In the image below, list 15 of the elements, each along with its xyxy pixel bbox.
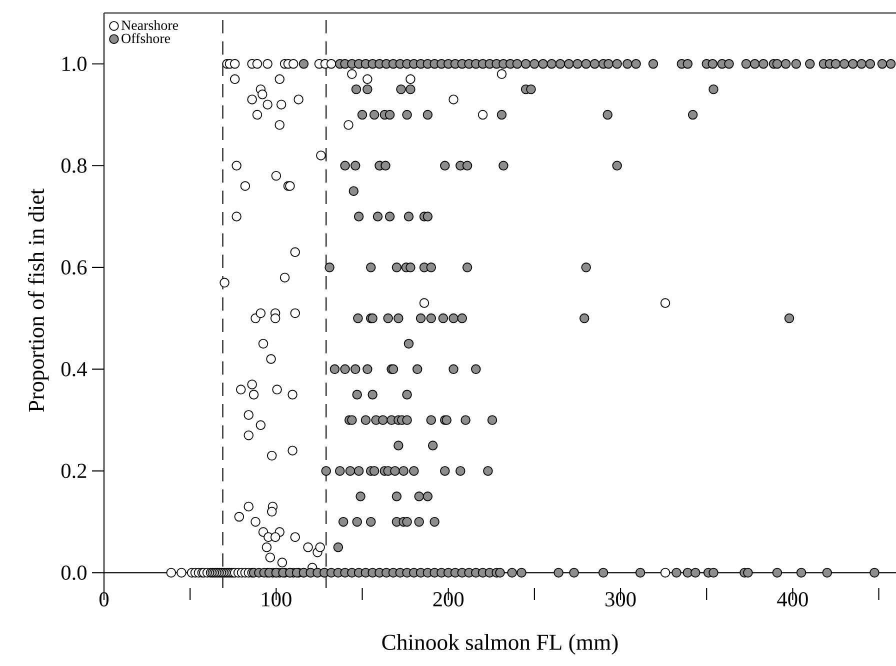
x-tick-label: 400 bbox=[777, 592, 808, 606]
x-axis-title: Chinook salmon FL (mm) bbox=[382, 634, 618, 655]
y-tick-label: 0.2 bbox=[61, 464, 86, 478]
y-tick-label: 0.4 bbox=[61, 362, 87, 376]
y-axis-title: Proportion of fish in diet bbox=[28, 188, 49, 412]
x-tick-label: 200 bbox=[433, 592, 464, 606]
legend-label: Offshore bbox=[122, 33, 170, 44]
legend-label: Nearshore bbox=[121, 20, 178, 30]
x-tick-label: 0 bbox=[99, 592, 109, 606]
y-tick-label: 0.0 bbox=[61, 565, 86, 580]
y-tick-label: 0.6 bbox=[61, 260, 87, 275]
y-tick-label: 1.0 bbox=[62, 56, 86, 72]
x-tick-label: 100 bbox=[262, 592, 292, 606]
y-tick-label: 0.8 bbox=[61, 158, 86, 173]
x-tick-label: 300 bbox=[606, 592, 636, 606]
